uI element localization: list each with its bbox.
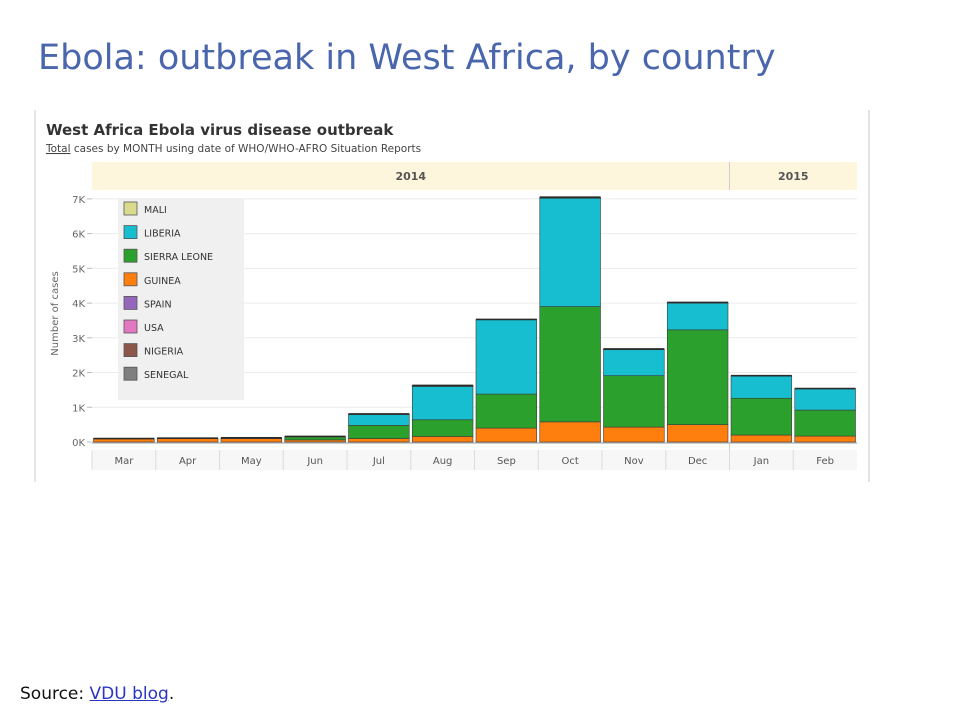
legend-swatch-senegal <box>123 366 138 381</box>
x-tick-label: Feb <box>816 456 834 467</box>
legend-label: NIGERIA <box>144 347 184 358</box>
source-link[interactable]: VDU blog <box>89 684 169 704</box>
y-tick-label: 6K <box>72 230 85 241</box>
bar-segment-sierra-leone <box>475 393 538 429</box>
chart-title: West Africa Ebola virus disease outbreak <box>46 121 394 139</box>
chart-right-border <box>868 110 870 482</box>
bar-segment-liberia <box>794 388 856 411</box>
x-tick-label: Sep <box>497 456 516 467</box>
y-tick-label: 5K <box>72 264 85 275</box>
source-line: Source: VDU blog. <box>20 684 174 704</box>
stacked-bar-chart: West Africa Ebola virus disease outbreak… <box>45 121 857 470</box>
year-header-band <box>92 162 857 190</box>
bar-segment-guinea <box>730 434 793 443</box>
x-tick-label: Oct <box>561 456 578 467</box>
legend-label: SIERRA LEONE <box>144 252 213 263</box>
legend-box <box>118 198 244 400</box>
x-tick-label: Dec <box>688 456 707 467</box>
chart-subtitle-rest: cases by MONTH using date of WHO/WHO-AFR… <box>71 143 422 155</box>
bar-segment-guinea <box>411 436 474 443</box>
y-tick-label: 2K <box>72 369 85 380</box>
x-tick-label: Mar <box>114 456 134 467</box>
x-tick-label: Jul <box>372 456 385 467</box>
bar-segment-guinea <box>220 438 283 443</box>
bar-segment-liberia <box>666 302 729 331</box>
bar-segment-liberia <box>603 348 665 376</box>
legend-label: MALI <box>144 205 167 216</box>
chart-subtitle: Total cases by MONTH using date of WHO/W… <box>45 143 421 155</box>
legend-label: LIBERIA <box>144 229 181 240</box>
source-suffix: . <box>168 684 175 704</box>
bar-segment-liberia <box>348 413 410 426</box>
legend-label: SENEGAL <box>144 370 189 381</box>
legend-swatch-liberia <box>123 225 138 239</box>
source-prefix: Source: <box>20 684 85 704</box>
bar-segment-sierra-leone <box>348 425 410 439</box>
x-tick-label: Jun <box>306 456 323 467</box>
year-header-label: 2015 <box>778 170 809 183</box>
bar-segment-sierra-leone <box>794 409 856 437</box>
legend-swatch-guinea <box>123 272 138 287</box>
bar-segment-guinea <box>284 439 346 443</box>
bar-segment-guinea <box>348 438 410 443</box>
legend-swatch-spain <box>123 295 138 310</box>
legend-swatch-sierra-leone <box>123 248 138 263</box>
year-header-label: 2014 <box>395 170 426 183</box>
chart-left-border <box>34 110 36 482</box>
bar-segment-guinea <box>666 424 729 443</box>
x-tick-label: Nov <box>624 456 644 467</box>
bar-segment-sierra-leone <box>666 329 729 425</box>
y-tick-label: 3K <box>72 334 85 345</box>
bar-segment-sierra-leone <box>603 375 665 428</box>
x-tick-label: Aug <box>433 456 453 467</box>
bar-segment-guinea <box>539 421 601 443</box>
legend-label: USA <box>144 323 164 334</box>
legend-swatch-mali <box>123 201 138 216</box>
x-tick-label: Jan <box>753 456 769 467</box>
y-tick-label: 0K <box>72 438 85 449</box>
y-tick-label: 7K <box>72 195 85 206</box>
y-axis-label: Number of cases <box>50 271 61 355</box>
bar-segment-liberia <box>475 319 538 395</box>
chart-frame: West Africa Ebola virus disease outbreak… <box>34 110 870 482</box>
chart-subtitle-emphasis: Total <box>45 143 71 155</box>
bar-segment-liberia <box>539 197 601 307</box>
legend-label: SPAIN <box>144 299 172 310</box>
y-tick-label: 1K <box>72 403 85 414</box>
legend-swatch-usa <box>123 319 138 334</box>
bar-segment-guinea <box>475 427 538 443</box>
legend-swatch-nigeria <box>123 343 138 358</box>
bar-segment-sierra-leone <box>411 419 474 437</box>
x-tick-label: Apr <box>179 456 197 467</box>
x-tick-label: May <box>241 456 262 467</box>
bar-segment-guinea <box>603 426 665 443</box>
bar-segment-guinea <box>794 435 856 443</box>
bar-segment-sierra-leone <box>539 306 601 423</box>
bar-segment-liberia <box>411 385 474 421</box>
slide-title: Ebola: outbreak in West Africa, by count… <box>38 38 776 78</box>
bar-segment-liberia <box>730 375 793 399</box>
legend-label: GUINEA <box>144 276 181 287</box>
bar-segment-sierra-leone <box>730 397 793 436</box>
y-tick-label: 4K <box>72 299 85 310</box>
